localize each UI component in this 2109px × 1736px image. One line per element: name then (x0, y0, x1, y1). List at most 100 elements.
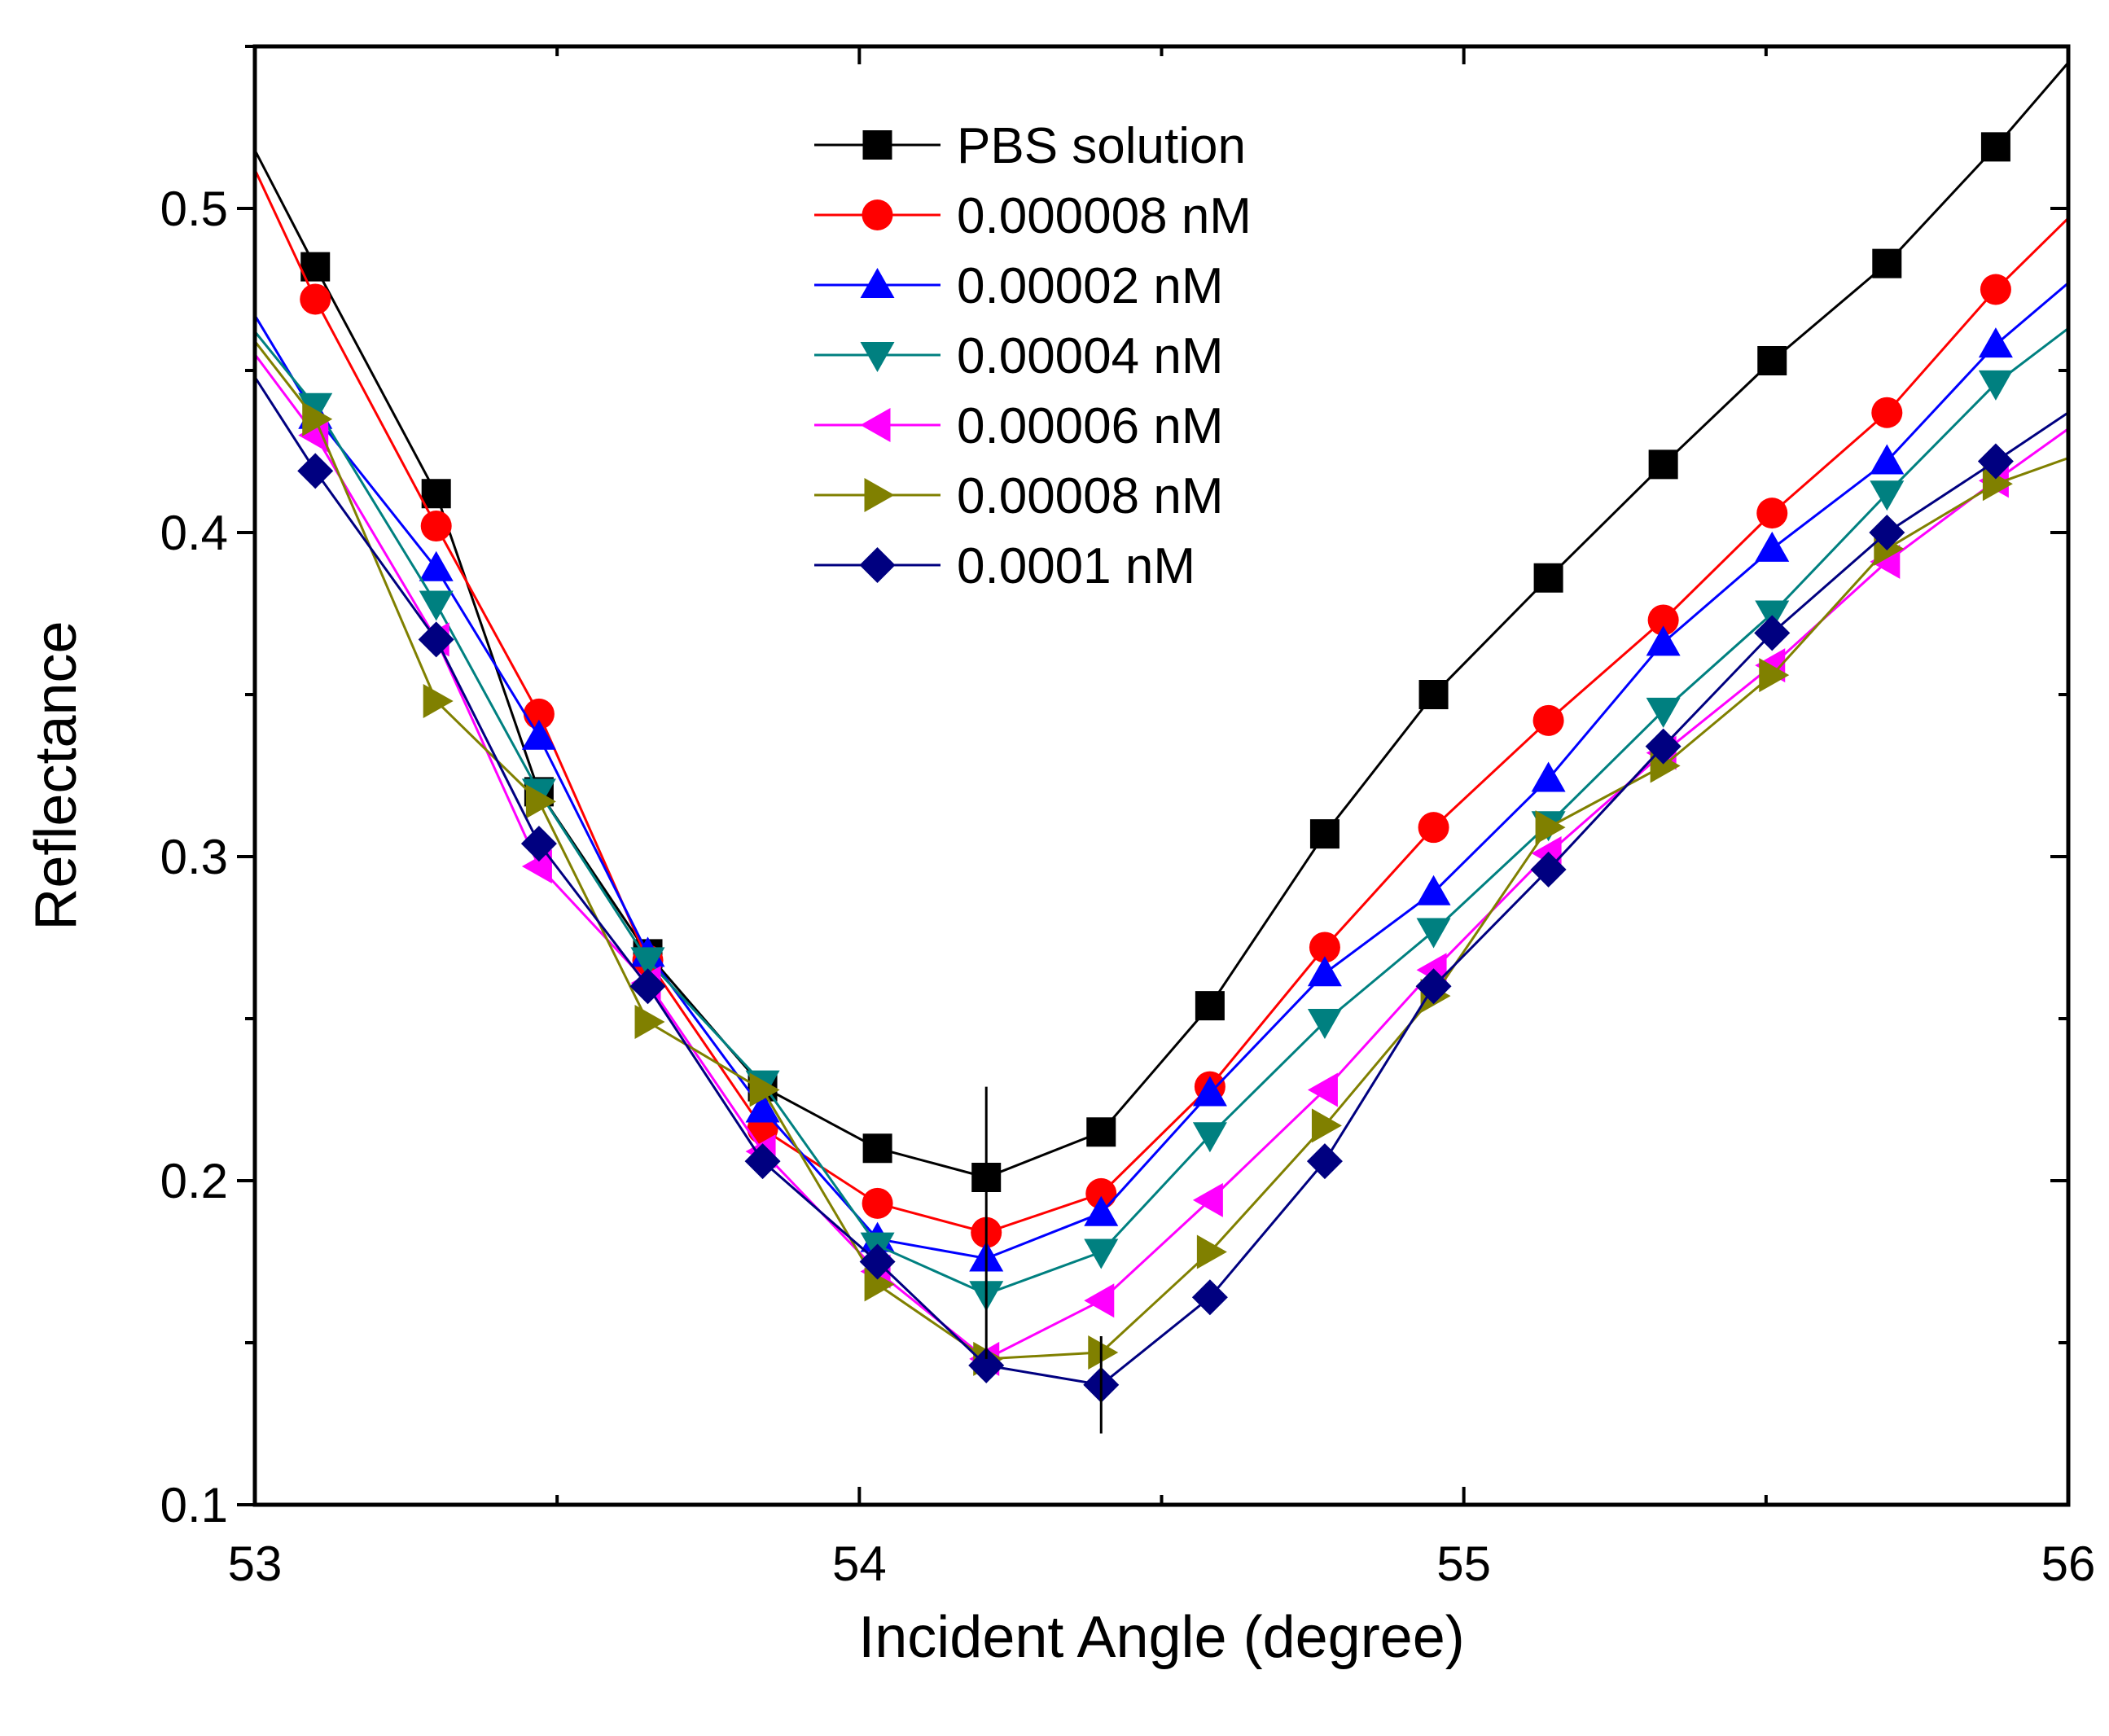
data-point (1085, 1177, 1117, 1209)
data-point (968, 1347, 1005, 1383)
data-point (1084, 1195, 1119, 1226)
legend-label: 0.00002 nM (957, 258, 1223, 314)
data-point (749, 1072, 780, 1107)
data-point (1755, 531, 1790, 562)
data-point (862, 1133, 892, 1164)
data-point (864, 1267, 895, 1302)
data-point (1307, 956, 1342, 987)
data-point (1754, 615, 1791, 651)
data-point (859, 1243, 896, 1280)
data-point (1533, 563, 1563, 593)
series-layer (255, 61, 2068, 1403)
data-point (420, 511, 452, 542)
legend-marker (859, 547, 896, 583)
data-point (1980, 274, 2011, 305)
data-point (1532, 704, 1564, 736)
data-point (1646, 625, 1681, 656)
data-point (1307, 1072, 1338, 1107)
data-point (1192, 1122, 1227, 1153)
data-point (521, 719, 556, 750)
y-tick-label: 0.5 (160, 182, 228, 236)
data-point (1535, 810, 1566, 845)
data-point (629, 968, 666, 1005)
data-point (1648, 449, 1678, 480)
vertical-markers (984, 1086, 1103, 1434)
data-point (302, 401, 333, 436)
data-point (423, 683, 454, 718)
x-tick-label: 56 (2041, 1537, 2096, 1591)
data-point (1756, 498, 1788, 529)
data-point (1869, 515, 1905, 550)
data-point (1872, 248, 1902, 278)
data-point (1418, 812, 1449, 844)
legend-marker (860, 408, 891, 442)
data-point (1871, 397, 1903, 428)
data-point (419, 590, 454, 621)
data-point (1645, 728, 1682, 765)
series-line (255, 61, 2068, 1179)
data-point (1757, 346, 1787, 376)
data-point (1309, 932, 1340, 963)
data-point (1309, 819, 1340, 849)
legend-label: 0.00006 nM (957, 398, 1223, 454)
legend-item: 0.00004 nM (814, 328, 1223, 384)
data-point (1982, 467, 2013, 502)
data-point (1084, 1283, 1115, 1318)
data-point (1980, 132, 2010, 162)
legend-marker (860, 342, 895, 372)
x-tick-label: 53 (228, 1537, 283, 1591)
data-point (1646, 697, 1681, 728)
data-point (525, 784, 556, 819)
data-point (1870, 480, 1905, 511)
y-tick-label: 0.3 (160, 830, 228, 884)
legend-label: 0.0001 nM (957, 538, 1195, 594)
legend-item: 0.00002 nM (814, 258, 1223, 314)
y-axis-title: Reflectance (24, 620, 89, 930)
legend-item: 0.00008 nM (814, 468, 1223, 524)
data-point (1192, 1076, 1227, 1107)
data-point (520, 826, 557, 862)
data-point (1531, 761, 1566, 792)
legend-label: 0.00004 nM (957, 328, 1223, 384)
series-line (255, 282, 2068, 1260)
data-point (634, 1004, 665, 1039)
x-tick-label: 55 (1436, 1537, 1491, 1591)
series-line (255, 353, 2068, 1361)
data-point (298, 392, 333, 423)
data-point (1416, 875, 1451, 905)
data-point (862, 1187, 893, 1219)
data-point (300, 283, 331, 315)
data-point (1306, 1143, 1343, 1180)
series-6 (255, 340, 2068, 1376)
legend: PBS solution 0.000008 nM 0.00002 nM 0.00004… (814, 118, 1252, 594)
data-point (1084, 1238, 1119, 1269)
series-line (255, 376, 2068, 1387)
y-tick-label: 0.2 (160, 1154, 228, 1208)
data-point (1978, 327, 2013, 358)
data-point (419, 550, 454, 581)
data-point (421, 479, 451, 509)
legend-label: 0.00008 nM (957, 468, 1223, 524)
data-point (1192, 1182, 1223, 1217)
x-axis-title: Incident Angle (degree) (858, 1605, 1465, 1670)
legend-item: 0.000008 nM (814, 188, 1252, 244)
data-point (1086, 1117, 1116, 1147)
legend-item: 0.00006 nM (814, 398, 1223, 454)
legend-marker (862, 130, 892, 160)
data-point (418, 621, 454, 658)
data-point (298, 418, 329, 453)
legend-marker (862, 199, 893, 230)
data-point (1977, 443, 2014, 480)
data-point (1191, 1279, 1228, 1316)
data-point (1307, 1008, 1342, 1039)
legend-label: PBS solution (957, 118, 1246, 174)
legend-marker (860, 268, 895, 298)
data-point (1196, 1234, 1227, 1269)
data-point (297, 453, 334, 489)
y-tick-label: 0.1 (160, 1478, 228, 1532)
data-point (1759, 658, 1790, 693)
data-point (1530, 851, 1567, 888)
legend-item: 0.0001 nM (814, 538, 1195, 594)
